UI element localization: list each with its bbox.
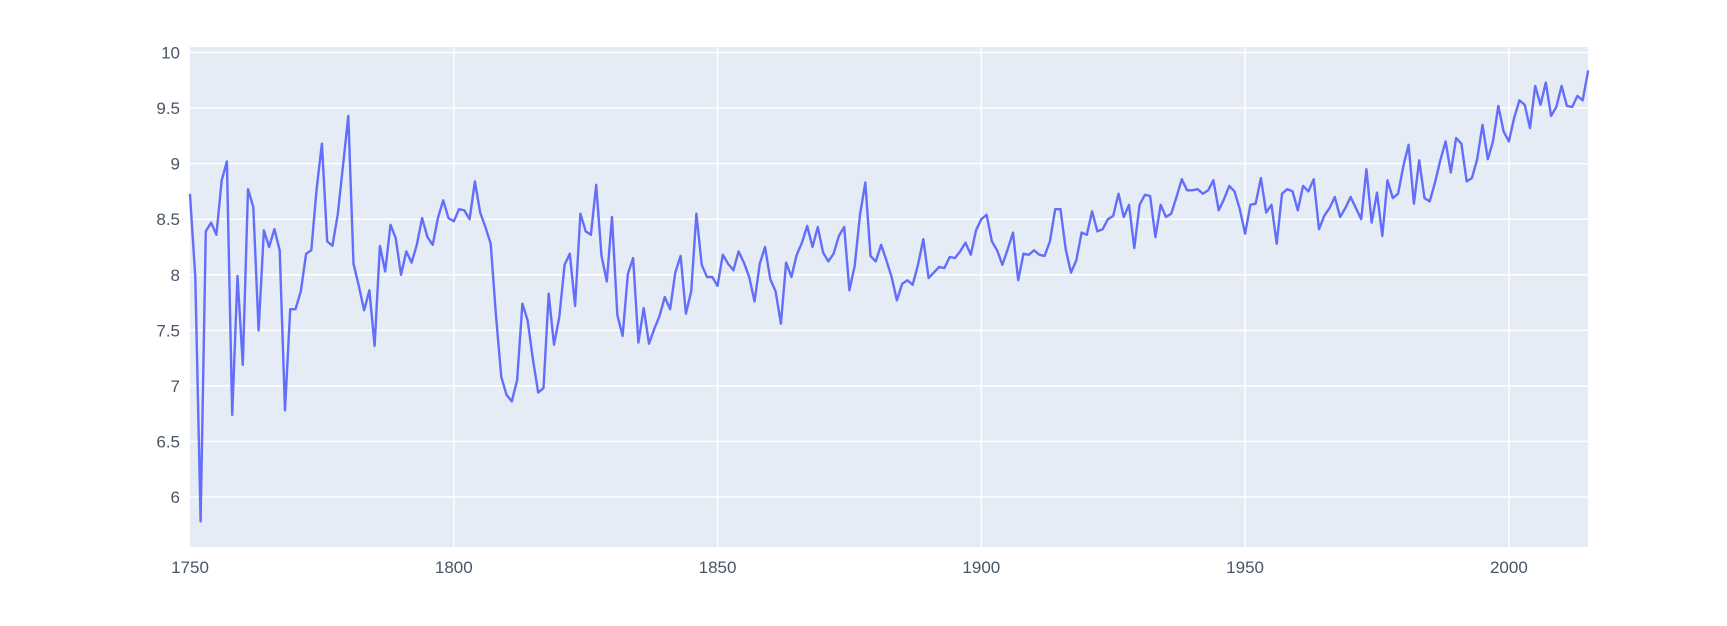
x-tick-label: 2000	[1490, 558, 1528, 577]
x-tick-label: 1900	[962, 558, 1000, 577]
y-tick-label: 6.5	[156, 432, 180, 451]
y-axis-ticks: 6 6.5 7 7.5 8 8.5 9 9.5 10	[156, 44, 180, 507]
y-tick-label: 9.5	[156, 99, 180, 118]
series-line	[188, 70, 1590, 523]
x-tick-label: 1950	[1226, 558, 1264, 577]
y-tick-label: 7.5	[156, 321, 180, 340]
y-tick-label: 9	[171, 155, 180, 174]
x-tick-label: 1800	[435, 558, 473, 577]
y-tick-label: 8	[171, 266, 180, 285]
plot-area	[190, 47, 1588, 547]
x-tick-label: 1850	[699, 558, 737, 577]
y-tick-label: 8.5	[156, 210, 180, 229]
y-tick-label: 10	[161, 44, 180, 63]
x-axis-ticks: 1750 1800 1850 1900 1950 2000	[171, 558, 1528, 577]
series-layer	[188, 70, 1590, 523]
x-tick-label: 1750	[171, 558, 209, 577]
y-tick-label: 6	[171, 488, 180, 507]
y-tick-label: 7	[171, 377, 180, 396]
